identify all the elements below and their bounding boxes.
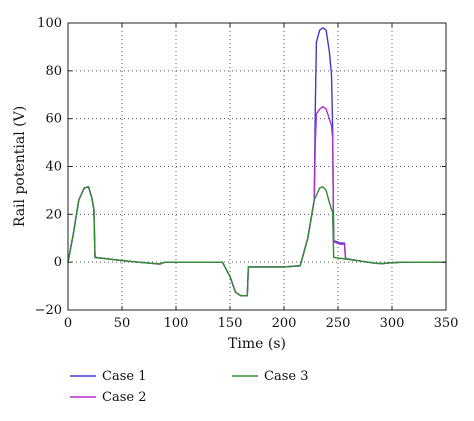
x-tick-label: 50 xyxy=(114,316,131,331)
x-tick-label: 200 xyxy=(272,316,297,331)
x-tick-label: 250 xyxy=(326,316,351,331)
y-tick-label: 0 xyxy=(54,255,62,270)
legend-label: Case 1 xyxy=(102,369,146,384)
y-tick-label: 100 xyxy=(37,16,62,31)
x-tick-label: 150 xyxy=(218,316,243,331)
x-tick-label: 0 xyxy=(64,316,72,331)
y-tick-label: −20 xyxy=(35,303,62,318)
legend-label: Case 2 xyxy=(102,390,146,405)
series-line-1 xyxy=(67,27,446,297)
series-lines xyxy=(67,27,446,297)
series-line-3 xyxy=(67,186,446,297)
y-tick-label: 60 xyxy=(45,112,62,127)
x-tick-label: 100 xyxy=(164,316,189,331)
legend-label: Case 3 xyxy=(264,369,308,384)
x-tick-label: 350 xyxy=(434,316,459,331)
grid-lines xyxy=(68,23,446,310)
y-tick-label: 20 xyxy=(45,207,62,222)
y-tick-label: 40 xyxy=(45,160,62,175)
x-axis-label: Time (s) xyxy=(228,336,286,352)
legend: Case 1 Case 2 Case 3 xyxy=(70,369,308,405)
y-axis-label: Rail potential (V) xyxy=(12,106,28,227)
y-tick-label: 80 xyxy=(45,64,62,79)
x-tick-label: 300 xyxy=(380,316,405,331)
